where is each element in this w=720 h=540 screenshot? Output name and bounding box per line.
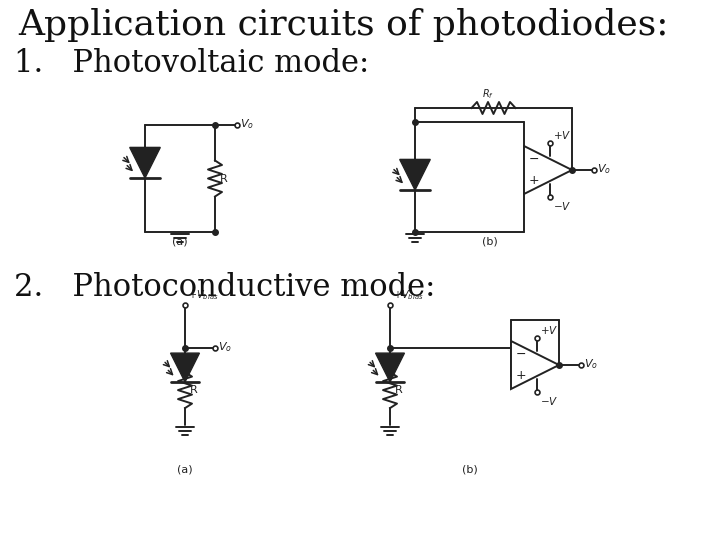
Text: $V_o$: $V_o$ bbox=[218, 340, 232, 354]
Text: (b): (b) bbox=[462, 464, 478, 474]
Polygon shape bbox=[130, 147, 161, 178]
Polygon shape bbox=[511, 341, 559, 389]
Text: 2.   Photoconductive mode:: 2. Photoconductive mode: bbox=[14, 272, 436, 303]
Text: −: − bbox=[516, 348, 526, 361]
Text: $+V$: $+V$ bbox=[540, 324, 559, 336]
Text: (a): (a) bbox=[177, 464, 193, 474]
Text: (b): (b) bbox=[482, 236, 498, 246]
Text: 1.   Photovoltaic mode:: 1. Photovoltaic mode: bbox=[14, 48, 369, 79]
Text: +: + bbox=[516, 369, 526, 382]
Text: $-V$: $-V$ bbox=[540, 395, 559, 407]
Text: $V_o$: $V_o$ bbox=[240, 117, 254, 131]
Text: Application circuits of photodiodes:: Application circuits of photodiodes: bbox=[18, 8, 668, 42]
Text: $+V$: $+V$ bbox=[553, 129, 572, 141]
Text: +: + bbox=[528, 174, 539, 187]
Text: R: R bbox=[395, 385, 402, 395]
Text: $R_f$: $R_f$ bbox=[482, 87, 495, 101]
Polygon shape bbox=[376, 353, 405, 382]
Text: $V_o$: $V_o$ bbox=[584, 357, 598, 371]
Polygon shape bbox=[171, 353, 199, 382]
Polygon shape bbox=[524, 146, 572, 194]
Text: $-V$: $-V$ bbox=[553, 200, 572, 212]
Polygon shape bbox=[400, 159, 431, 190]
Text: (a): (a) bbox=[172, 236, 188, 246]
Text: −: − bbox=[528, 153, 539, 166]
Text: $+V_{bias}$: $+V_{bias}$ bbox=[188, 288, 219, 302]
Text: $+V_{bias}$: $+V_{bias}$ bbox=[393, 288, 423, 302]
Text: $V_o$: $V_o$ bbox=[597, 162, 611, 176]
Text: R: R bbox=[220, 173, 228, 184]
Text: R: R bbox=[190, 385, 198, 395]
